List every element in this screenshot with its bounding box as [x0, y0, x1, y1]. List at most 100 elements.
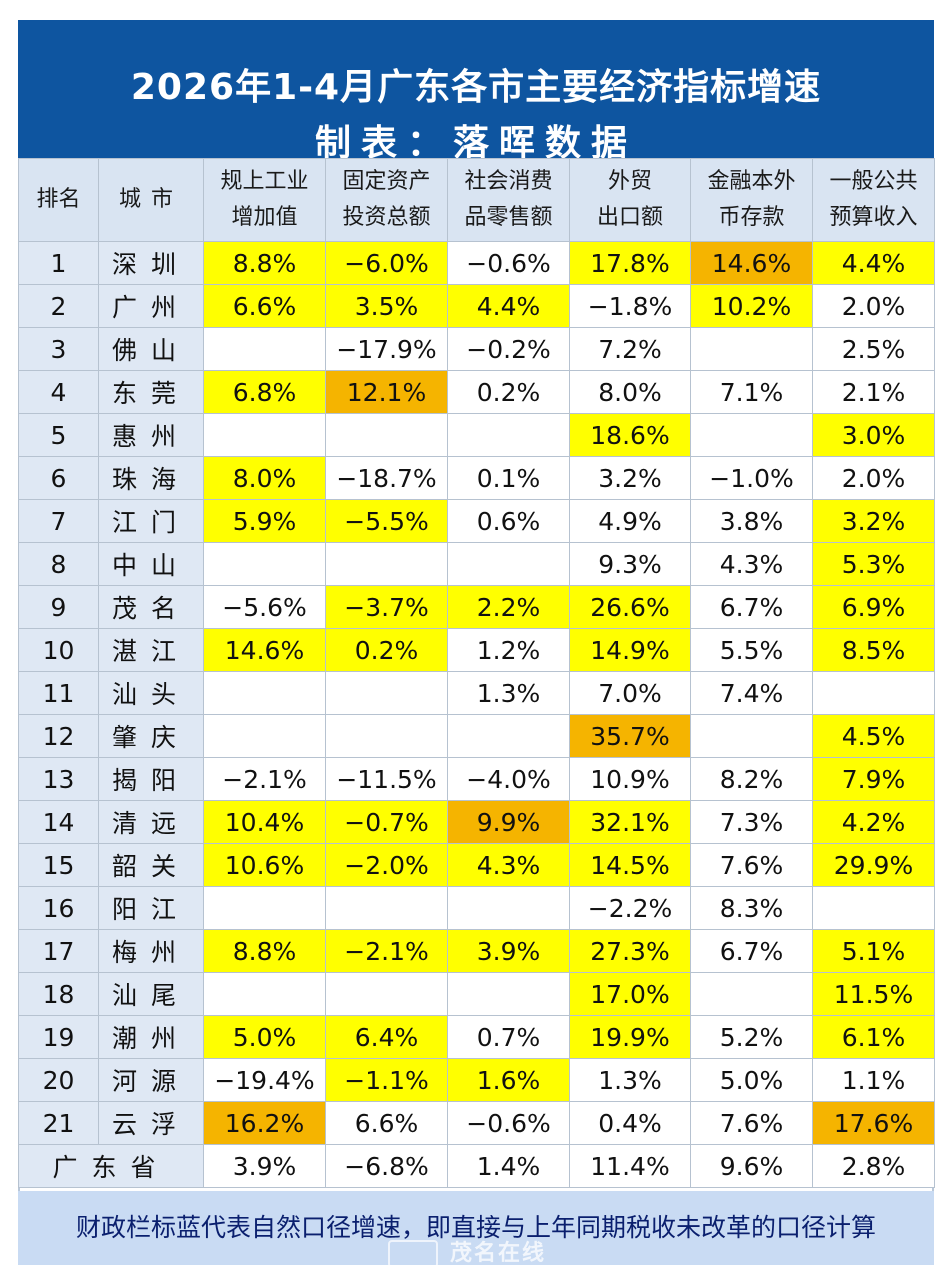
indicator-cell: 3.8% [690, 499, 813, 543]
rank-cell: 8 [18, 542, 99, 586]
indicator-cell [447, 714, 570, 758]
indicator-cell: 16.2% [203, 1101, 326, 1145]
watermark: 茂名在线 WWW.GDMM.COM [388, 1235, 561, 1279]
indicator-cell: 18.6% [569, 413, 691, 457]
column-header: 一般公共 预算收入 [812, 158, 935, 242]
indicator-cell: 1.3% [447, 671, 570, 715]
indicator-cell: 26.6% [569, 585, 691, 629]
rank-cell: 21 [18, 1101, 99, 1145]
table-row: 12 肇庆 35.7% 4.5% [18, 714, 935, 758]
rank-cell: 20 [18, 1058, 99, 1102]
indicator-cell: 2.0% [812, 284, 935, 328]
indicator-cell: 14.5% [569, 843, 691, 887]
table-row: 5 惠州 18.6% 3.0% [18, 413, 935, 457]
column-header-line: 增加值 [231, 205, 298, 230]
indicator-cell: 6.1% [812, 1015, 935, 1059]
table-row: 7 江门 5.9% −5.5% 0.6% 4.9% 3.8% 3.2% [18, 499, 935, 543]
table-row: 19 潮州 5.0% 6.4% 0.7% 19.9% 5.2% 6.1% [18, 1015, 935, 1059]
column-header: 外贸 出口额 [569, 158, 691, 242]
footnote: 财政栏标蓝代表自然口径增速，即直接与上年同期税收未改革的口径计算 [18, 1191, 934, 1265]
indicator-cell [203, 972, 326, 1016]
indicator-cell: 6.4% [325, 1015, 448, 1059]
column-header: 社会消费 品零售额 [447, 158, 570, 242]
indicator-cell [690, 327, 813, 371]
rank-cell: 18 [18, 972, 99, 1016]
indicator-cell: −19.4% [203, 1058, 326, 1102]
indicator-cell: 2.8% [812, 1144, 935, 1188]
indicator-cell: 11.5% [812, 972, 935, 1016]
indicator-cell: 10.9% [569, 757, 691, 801]
table-header-row: 排名 城市 规上工业 增加值 固定资产 投资总额 社会消费 品零售额 外贸 出口额 金融本外 币存款一… [18, 158, 935, 242]
indicator-cell: −0.7% [325, 800, 448, 844]
indicator-cell: 12.1% [325, 370, 448, 414]
indicator-cell: 2.1% [812, 370, 935, 414]
column-header: 固定资产 投资总额 [325, 158, 448, 242]
indicator-cell: 0.1% [447, 456, 570, 500]
indicator-cell: 7.1% [690, 370, 813, 414]
indicator-cell: 1.1% [812, 1058, 935, 1102]
indicator-cell: −11.5% [325, 757, 448, 801]
indicator-cell [447, 972, 570, 1016]
indicator-cell [325, 542, 448, 586]
indicator-cell: 1.3% [569, 1058, 691, 1102]
indicator-cell: 6.8% [203, 370, 326, 414]
indicator-cell [203, 886, 326, 930]
indicator-cell: 7.0% [569, 671, 691, 715]
indicator-cell: 17.6% [812, 1101, 935, 1145]
indicator-cell: 5.0% [203, 1015, 326, 1059]
indicator-cell: 4.2% [812, 800, 935, 844]
indicator-cell: −0.2% [447, 327, 570, 371]
page-subtitle: 制表：落晖数据 [314, 123, 637, 164]
indicator-cell: 10.6% [203, 843, 326, 887]
table-row: 8 中山 9.3% 4.3% 5.3% [18, 542, 935, 586]
indicator-cell: 7.6% [690, 843, 813, 887]
indicator-cell: 10.2% [690, 284, 813, 328]
indicator-cell: −5.6% [203, 585, 326, 629]
indicator-cell [447, 413, 570, 457]
indicator-cell: 5.1% [812, 929, 935, 973]
city-cell: 中山 [98, 542, 204, 586]
indicator-cell: 8.5% [812, 628, 935, 672]
indicator-cell: 14.9% [569, 628, 691, 672]
indicator-cell: 14.6% [690, 241, 813, 285]
indicator-cell: −3.7% [325, 585, 448, 629]
city-cell: 云浮 [98, 1101, 204, 1145]
indicator-cell: 7.9% [812, 757, 935, 801]
indicator-cell: 1.4% [447, 1144, 570, 1188]
table-row: 20 河源 −19.4% −1.1% 1.6% 1.3% 5.0% 1.1% [18, 1058, 935, 1102]
indicator-cell: 17.8% [569, 241, 691, 285]
city-cell: 深圳 [98, 241, 204, 285]
table-row: 14 清远 10.4% −0.7% 9.9% 32.1% 7.3% 4.2% [18, 800, 935, 844]
table-row: 18 汕尾 17.0% 11.5% [18, 972, 935, 1016]
indicator-cell: 8.3% [690, 886, 813, 930]
rank-cell: 19 [18, 1015, 99, 1059]
rank-cell: 17 [18, 929, 99, 973]
province-total-row: 广东省 3.9% −6.8% 1.4% 11.4% 9.6% 2.8% [18, 1144, 935, 1188]
indicator-cell: −17.9% [325, 327, 448, 371]
indicator-cell [203, 413, 326, 457]
column-header-line: 投资总额 [342, 205, 431, 230]
table-row: 4 东莞 6.8% 12.1% 0.2% 8.0% 7.1% 2.1% [18, 370, 935, 414]
indicator-cell: 2.2% [447, 585, 570, 629]
watermark-logo-icon [388, 1240, 438, 1268]
indicator-cell: 9.6% [690, 1144, 813, 1188]
indicator-cell: 7.2% [569, 327, 691, 371]
indicator-cell: 0.4% [569, 1101, 691, 1145]
table-row: 13 揭阳 −2.1% −11.5% −4.0% 10.9% 8.2% 7.9% [18, 757, 935, 801]
rank-cell: 12 [18, 714, 99, 758]
indicator-cell: 2.5% [812, 327, 935, 371]
indicator-cell: 3.9% [447, 929, 570, 973]
city-cell: 江门 [98, 499, 204, 543]
indicator-cell: 3.0% [812, 413, 935, 457]
indicator-cell: −6.8% [325, 1144, 448, 1188]
indicator-cell: 7.3% [690, 800, 813, 844]
indicator-cell: 5.9% [203, 499, 326, 543]
indicator-cell: 5.2% [690, 1015, 813, 1059]
column-header: 金融本外 币存款 [690, 158, 813, 242]
watermark-url: WWW.GDMM.COM [458, 1268, 562, 1279]
indicator-cell: 17.0% [569, 972, 691, 1016]
indicator-cell: 1.6% [447, 1058, 570, 1102]
indicator-cell: 35.7% [569, 714, 691, 758]
indicator-cell: −1.1% [325, 1058, 448, 1102]
column-header-line: 社会消费 [464, 169, 553, 194]
